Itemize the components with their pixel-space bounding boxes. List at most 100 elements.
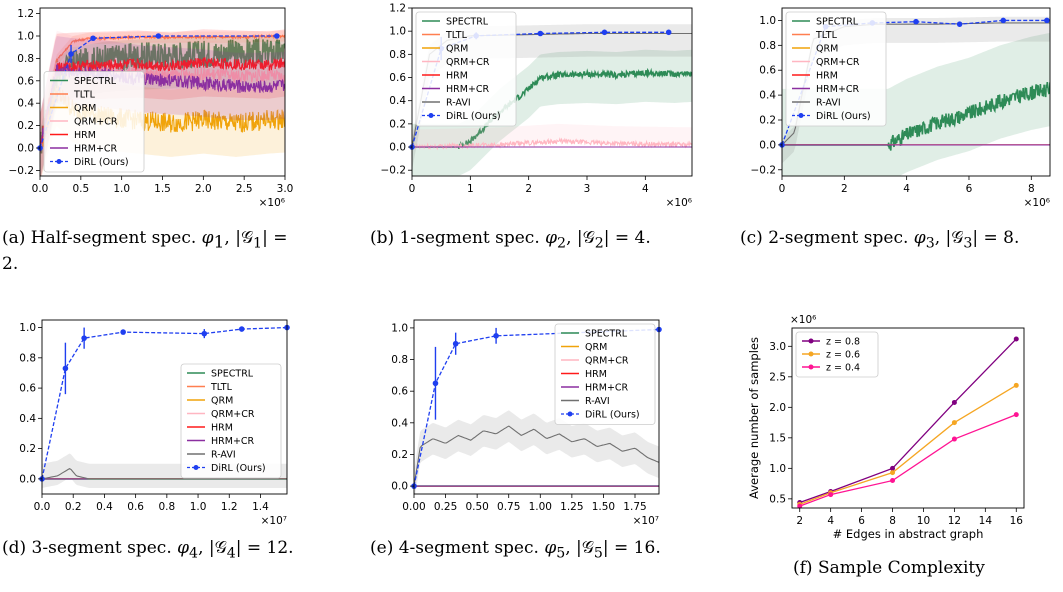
x-tick-label: 0.00	[402, 501, 425, 513]
y-tick-label: −0.2	[381, 165, 407, 177]
caption-b: (b) 1-segment spec. φ2, |𝒢2| = 4.	[370, 228, 690, 254]
caption-a-tail: , |𝒢	[224, 228, 254, 248]
x-tick-label: 0.8	[158, 501, 175, 513]
point-dirl	[1044, 17, 1050, 24]
caption-b-sub2: 2	[594, 235, 604, 252]
x-tick-label: 1.50	[592, 501, 615, 513]
y-tick-label: 0.4	[389, 95, 406, 107]
point-dirl	[81, 335, 87, 341]
caption-b-tail: , |𝒢	[566, 228, 595, 248]
point-dirl	[913, 18, 919, 25]
y-tick-label: 0.2	[391, 449, 408, 461]
legend-label: HRM	[74, 130, 96, 141]
y-axis-label: Average number of samples	[747, 337, 761, 499]
point-dirl	[432, 380, 439, 387]
x-tick-label: 0.50	[465, 501, 488, 513]
legend-box	[795, 331, 879, 378]
caption-d-text: (d) 3-segment spec.	[2, 538, 172, 558]
y-tick-label: 1.2	[17, 8, 34, 20]
caption-d-sub2: 4	[226, 545, 236, 562]
y-tick-label: 0.4	[391, 417, 408, 429]
legend-label: HRM+CR	[585, 382, 629, 393]
y-tick-label: 0.2	[389, 118, 406, 130]
x-tick-label: 3	[584, 183, 591, 195]
legend-marker	[798, 113, 804, 118]
legend-label: R-AVI	[211, 449, 236, 460]
plot-area-e	[414, 410, 659, 494]
legend-label: z = 0.4	[826, 362, 860, 373]
x-tick-label: 8	[889, 515, 896, 527]
axes-frame	[413, 319, 660, 495]
panel-b: 0 1 2 3 4 −0.2 0.0 0.2 0.4 0.6 0.8 1.0 1.2 ×10⁶ SPECTR…	[370, 0, 700, 210]
axes-frame	[411, 7, 693, 177]
legend-label: TLTL	[445, 30, 468, 41]
axes-frame	[41, 319, 288, 495]
point-z-0-4	[890, 478, 896, 484]
caption-e-sub2: 5	[593, 545, 603, 562]
line-qrm-cr	[412, 137, 692, 151]
y-tick-label: 0.8	[391, 354, 408, 366]
legend-label: HRM+CR	[446, 84, 490, 95]
panel-e: 0.00 0.25 0.50 0.75 1.00 1.25 1.50 1.75 0.0 0.2 0.…	[370, 310, 670, 527]
point-dirl	[665, 29, 672, 36]
band-r-avi	[414, 410, 659, 494]
legend-label: QRM+CR	[211, 409, 255, 420]
legend: SPECTRL TLTL QRM QRM+CR HRM HRM+CR R-AVI DiRL (…	[180, 363, 282, 479]
x-tick-label: 1.5	[154, 183, 171, 195]
point-dirl	[238, 326, 245, 332]
legend: SPECTRL TLTL QRM QRM+CR HRM HRM+CR R-AVI DiRL (…	[785, 11, 887, 127]
y-tick-label: 1.0	[759, 15, 776, 27]
caption-b-text: (b) 1-segment spec.	[370, 228, 540, 248]
line-z-0-6	[799, 384, 1017, 505]
point-dirl	[274, 33, 280, 39]
legend-marker	[193, 465, 199, 470]
line-r-avi	[42, 467, 287, 480]
legend-label: DiRL (Ours)	[585, 409, 640, 420]
legend-label: R-AVI	[816, 97, 841, 108]
y-tick-label: 0.8	[759, 40, 776, 52]
band-hrm-cr	[40, 36, 285, 176]
x-tick-label: 2	[841, 183, 848, 195]
x-axis-label: # Edges in abstract graph	[833, 527, 984, 541]
chart-d-svg: 0.0 0.2 0.4 0.6 0.8 1.0 1.2 1.4 0.0 0.2 0.4 0.6 0.8 1…	[19, 319, 290, 527]
y-tick-label: 0.8	[19, 352, 36, 364]
y-tick-label: 1.0	[391, 322, 408, 334]
point-dirl	[956, 21, 963, 27]
legend-label: DiRL (Ours)	[446, 111, 501, 122]
legend-label: QRM	[74, 103, 96, 114]
legend-marker	[808, 338, 814, 344]
legend-label: TLTL	[210, 382, 233, 393]
x-tick-label: 4	[642, 183, 649, 195]
legend-box	[554, 323, 656, 425]
legend-label: SPECTRL	[74, 76, 117, 87]
x-tick-label: 0	[779, 183, 786, 195]
y-tick-label: 1.0	[769, 463, 786, 475]
y-tick-label: 1.0	[389, 26, 406, 38]
x-tick-label: 2	[525, 183, 532, 195]
legend-marker	[808, 364, 814, 370]
legend-marker	[56, 159, 62, 164]
x-multiplier: ×10⁷	[633, 515, 659, 527]
caption-e: (e) 4-segment spec. φ5, |𝒢5| = 16.	[370, 538, 690, 564]
legend-label: QRM+CR	[74, 116, 118, 127]
x-multiplier: ×10⁶	[1024, 197, 1050, 209]
point-z-0-6	[951, 420, 957, 426]
x-multiplier: ×10⁷	[261, 515, 287, 527]
caption-d-tail: , |𝒢	[198, 538, 227, 558]
caption-a-sub2: 1	[253, 235, 263, 252]
caption-e-phi: φ	[544, 538, 557, 558]
y-tick-label: 0.4	[17, 98, 34, 110]
point-z-0-4	[1013, 412, 1019, 418]
point-z-0-6	[1013, 382, 1019, 388]
x-tick-label: 1.2	[221, 501, 238, 513]
caption-a-tail2: | = 2.	[2, 228, 288, 275]
line-r-avi	[414, 425, 659, 487]
chart-b-svg: 0 1 2 3 4 −0.2 0.0 0.2 0.4 0.6 0.8 1.0 1.2 ×10⁶ SPECTR…	[381, 3, 693, 209]
y-tick-label: 1.2	[389, 3, 406, 15]
x-tick-label: 1.75	[623, 501, 646, 513]
x-tick-label: 1.00	[529, 501, 552, 513]
band-spectrl	[782, 32, 1050, 176]
x-tick-label: 0.0	[32, 183, 49, 195]
point-dirl	[601, 29, 608, 36]
caption-a-phi: φ	[201, 228, 214, 248]
